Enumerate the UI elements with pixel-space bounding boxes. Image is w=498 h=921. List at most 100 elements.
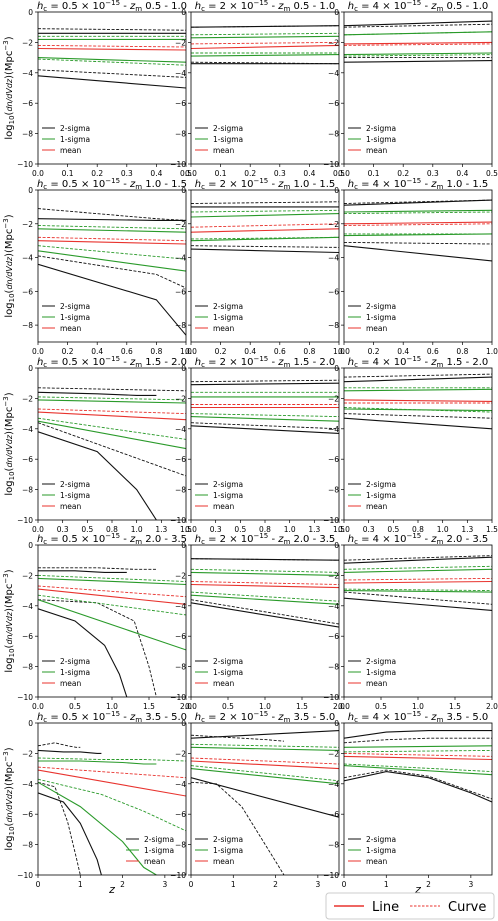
x-tick-label: 0.4 xyxy=(397,347,409,356)
y-axis-label: log10(dn/dVdz)(Mpc−3) xyxy=(2,36,16,139)
series-2-sigma-solid-lower xyxy=(344,245,492,262)
series-mean-solid-mean xyxy=(38,240,186,245)
y-tick-label: −2 xyxy=(22,571,33,580)
y-tick-label: −2 xyxy=(22,220,33,229)
panel-legend-label: 1-sigma xyxy=(366,668,396,677)
y-tick-label: −10 xyxy=(170,693,186,702)
series-1-sigma-solid-lower xyxy=(38,781,157,875)
title-hc-sub: c xyxy=(354,183,358,191)
x-tick-label: 0.5 xyxy=(69,702,81,711)
panel-legend-label: mean xyxy=(213,324,235,333)
series-1-sigma-dashed-lower xyxy=(38,594,186,616)
series-1-sigma-dashed-lower xyxy=(38,245,186,260)
series-mean-solid-mean xyxy=(344,755,492,761)
panel-legend: 2-sigma 1-sigma mean xyxy=(348,302,396,333)
y-label-open: ( xyxy=(4,644,15,648)
y-tick-label: −4 xyxy=(175,254,186,263)
series-1-sigma-dashed-upper xyxy=(344,211,492,215)
series-mean-solid-mean xyxy=(344,580,492,584)
series-1-sigma-solid-upper xyxy=(344,209,492,213)
title-zm-sub: m xyxy=(436,5,443,13)
series-1-sigma-solid-lower xyxy=(191,768,339,785)
series-1-sigma-dashed-upper xyxy=(191,209,339,213)
y-tick-label: −6 xyxy=(22,287,33,296)
panel-title: hc = 2 × 10−15 - zm 2.0 - 3.5 xyxy=(195,532,336,546)
series-group xyxy=(344,730,492,803)
series-1-sigma-solid-upper xyxy=(38,760,157,765)
x-tick-label: 1.0 xyxy=(333,347,345,356)
y-tick-label: −10 xyxy=(323,160,339,169)
series-2-sigma-solid-lower xyxy=(344,597,492,611)
series-mean-dashed-mean xyxy=(38,236,186,242)
title-zm-symbol: z xyxy=(129,534,136,545)
y-label-frac: dn/dVdz xyxy=(5,434,14,467)
panel-legend: 2-sigma 1-sigma mean xyxy=(195,480,243,511)
series-2-sigma-dashed-upper xyxy=(38,742,81,748)
x-tick-label: 0.8 xyxy=(456,347,468,356)
title-zm-sub: m xyxy=(436,538,443,546)
series-1-sigma-solid-lower xyxy=(191,594,339,605)
y-tick-label: −8 xyxy=(22,130,33,139)
panel-legend-label: 1-sigma xyxy=(213,491,243,500)
panel-title: hc = 0.5 × 10−15 - zm 1.5 - 2.0 xyxy=(37,355,187,369)
title-hc-value: = 0.5 × 10 xyxy=(47,534,105,545)
y-tick-label: −6 xyxy=(328,455,339,464)
y-tick-label: −6 xyxy=(22,810,33,819)
series-1-sigma-solid-lower xyxy=(344,233,492,237)
x-tick-label: 0.8 xyxy=(150,347,162,356)
y-tick-label: −2 xyxy=(328,394,339,403)
x-tick-label: 0.0 xyxy=(32,525,44,534)
title-hc-sub: c xyxy=(354,716,358,724)
series-1-sigma-solid-upper xyxy=(38,577,186,586)
y-tick-label: −4 xyxy=(328,602,339,611)
title-dash: - xyxy=(120,1,130,12)
title-zm-symbol: z xyxy=(430,179,437,190)
y-tick-label: −4 xyxy=(328,69,339,78)
title-hc-symbol: h xyxy=(348,179,354,190)
title-dash: - xyxy=(421,357,431,368)
y-label-frac: dn/dVdz xyxy=(5,256,14,289)
series-mean-solid-mean xyxy=(191,760,339,770)
series-mean-solid-mean xyxy=(191,228,339,233)
panel-title: hc = 0.5 × 10−15 - zm 2.0 - 3.5 xyxy=(37,532,187,546)
series-2-sigma-solid-lower xyxy=(191,425,339,434)
title-zm-sub: m xyxy=(436,183,443,191)
panel-legend-label: 2-sigma xyxy=(60,657,90,666)
series-2-sigma-dashed-lower xyxy=(38,69,186,78)
title-exponent: −15 xyxy=(406,710,421,718)
panel-title: hc = 4 × 10−15 - zm 2.0 - 3.5 xyxy=(348,532,489,546)
series-1-sigma-solid-upper xyxy=(191,35,339,39)
y-label-close: ) xyxy=(4,214,15,218)
x-tick-label: 1.0 xyxy=(284,525,296,534)
panel-legend-label: 1-sigma xyxy=(366,846,396,855)
x-tick-label: 0.5 xyxy=(333,169,345,178)
title-exponent: −15 xyxy=(105,710,120,718)
series-2-sigma-solid-upper xyxy=(344,730,492,739)
title-hc-value: = 2 × 10 xyxy=(205,534,254,545)
y-tick-label: −2 xyxy=(175,394,186,403)
series-1-sigma-dashed-upper xyxy=(191,743,339,748)
title-exponent: −15 xyxy=(406,0,421,7)
series-1-sigma-dashed-lower xyxy=(191,591,339,602)
title-zm-symbol: z xyxy=(129,712,136,723)
title-hc-symbol: h xyxy=(37,712,43,723)
title-zm-range: 1.0 - 1.5 xyxy=(142,179,187,190)
panel-legend-label: 1-sigma xyxy=(60,313,90,322)
panel-frame xyxy=(343,722,493,876)
y-tick-label: −2 xyxy=(22,394,33,403)
series-1-sigma-solid-upper xyxy=(38,228,186,233)
x-tick-label: 0.0 xyxy=(338,169,350,178)
panel-frame xyxy=(190,189,340,343)
title-zm-symbol: z xyxy=(430,357,437,368)
title-hc-sub: c xyxy=(354,538,358,546)
panel-legend-label: 1-sigma xyxy=(213,668,243,677)
y-label-base: 10 xyxy=(8,293,16,302)
series-1-sigma-solid-upper xyxy=(344,568,492,573)
title-exponent: −15 xyxy=(253,177,268,185)
x-tick-label: 1.0 xyxy=(131,525,143,534)
title-hc-sub: c xyxy=(43,538,47,546)
y-label-base: 10 xyxy=(8,826,16,835)
y-label-open: ( xyxy=(4,289,15,293)
